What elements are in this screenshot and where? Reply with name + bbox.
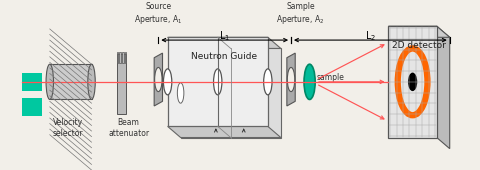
Bar	[50, 64, 92, 99]
Ellipse shape	[264, 69, 272, 95]
Ellipse shape	[408, 73, 417, 91]
Polygon shape	[180, 48, 281, 138]
Polygon shape	[168, 37, 281, 48]
Bar	[50, 64, 92, 99]
Polygon shape	[437, 26, 450, 149]
Text: Velocity
selector: Velocity selector	[53, 118, 84, 138]
Ellipse shape	[46, 64, 53, 99]
Polygon shape	[287, 53, 295, 106]
Ellipse shape	[155, 67, 162, 92]
Bar	[117, 54, 126, 114]
Polygon shape	[154, 53, 163, 106]
Ellipse shape	[214, 69, 222, 95]
Ellipse shape	[288, 67, 295, 92]
Bar	[22, 98, 42, 116]
Bar	[117, 52, 119, 63]
Ellipse shape	[304, 64, 315, 99]
Text: 2D detector: 2D detector	[392, 41, 446, 50]
Polygon shape	[168, 126, 281, 138]
Bar	[22, 73, 42, 91]
Ellipse shape	[164, 69, 172, 95]
Polygon shape	[388, 26, 450, 37]
Text: L$_1$: L$_1$	[219, 29, 230, 43]
Text: Neutron Guide: Neutron Guide	[191, 52, 257, 61]
Bar	[119, 52, 121, 63]
Text: L$_2$: L$_2$	[365, 29, 376, 43]
Ellipse shape	[178, 83, 184, 103]
Bar	[168, 37, 268, 126]
Text: Beam
attenuator: Beam attenuator	[108, 118, 149, 138]
Text: Sample
Aperture, A$_2$: Sample Aperture, A$_2$	[276, 2, 324, 26]
Bar	[388, 26, 437, 138]
Ellipse shape	[88, 64, 95, 99]
Text: Source
Aperture, A$_1$: Source Aperture, A$_1$	[134, 2, 182, 26]
Bar	[122, 52, 124, 63]
Text: sample: sample	[317, 73, 345, 82]
Bar	[124, 52, 126, 63]
